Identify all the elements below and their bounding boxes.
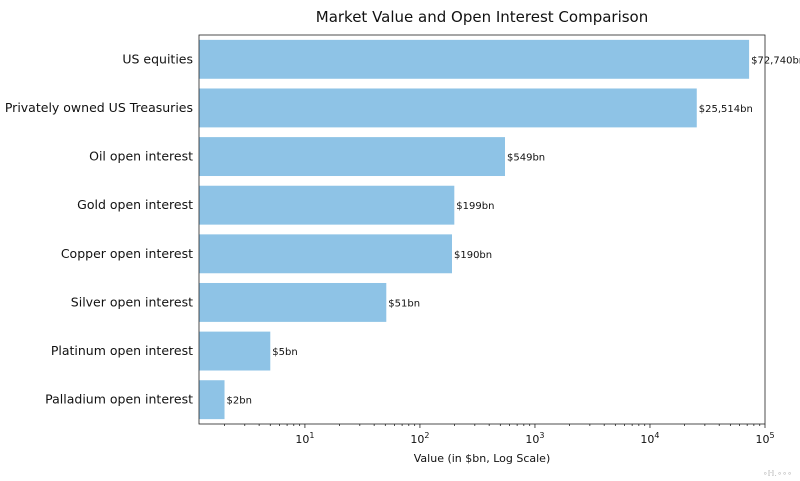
value-label: $190bn xyxy=(454,250,492,261)
value-label: $25,514bn xyxy=(699,104,753,115)
value-label: $72,740bn xyxy=(751,55,800,66)
bar xyxy=(199,137,506,177)
category-label: Platinum open interest xyxy=(51,343,193,358)
x-tick-base: 10 xyxy=(755,433,769,446)
x-tick-label: 104 xyxy=(640,431,659,446)
value-label: $549bn xyxy=(507,153,545,164)
x-tick-exponent: 2 xyxy=(424,431,429,440)
bar xyxy=(199,331,271,371)
category-label: Gold open interest xyxy=(77,197,193,212)
category-label: Copper open interest xyxy=(61,246,193,261)
x-tick-base: 10 xyxy=(410,433,424,446)
category-labels: US equities Privately owned US Treasuries… xyxy=(5,51,193,406)
bar xyxy=(199,234,452,274)
category-label: Silver open interest xyxy=(71,294,193,309)
bar xyxy=(199,282,387,322)
chart-title: Market Value and Open Interest Compariso… xyxy=(316,8,649,26)
bars-group xyxy=(199,39,750,420)
x-tick-label: 101 xyxy=(295,431,314,446)
x-tick-exponent: 4 xyxy=(654,431,659,440)
x-tick-exponent: 3 xyxy=(539,431,544,440)
x-axis-ticks: 101 102 103 104 105 xyxy=(224,424,775,446)
x-tick-exponent: 5 xyxy=(769,431,774,440)
x-tick-base: 10 xyxy=(640,433,654,446)
category-label: Oil open interest xyxy=(89,149,193,164)
x-tick-base: 10 xyxy=(525,433,539,446)
value-label: $199bn xyxy=(456,201,494,212)
value-label: $2bn xyxy=(227,396,252,407)
x-tick-base: 10 xyxy=(295,433,309,446)
category-label: US equities xyxy=(122,51,193,66)
plot-frame xyxy=(198,34,766,425)
x-axis-label: Value (in $bn, Log Scale) xyxy=(414,452,551,465)
watermark: ∘ℍ.∘∘∘ xyxy=(763,469,792,478)
category-label: Privately owned US Treasuries xyxy=(5,100,193,115)
x-tick-label: 105 xyxy=(755,431,774,446)
value-labels: $72,740bn $25,514bn $549bn $199bn $190bn $51b… xyxy=(227,55,800,406)
bar xyxy=(199,185,455,225)
bar xyxy=(199,380,225,420)
bar xyxy=(199,88,697,128)
value-label: $5bn xyxy=(272,347,297,358)
x-tick-label: 102 xyxy=(410,431,429,446)
x-tick-exponent: 1 xyxy=(309,431,314,440)
x-tick-label: 103 xyxy=(525,431,544,446)
bar xyxy=(199,39,750,79)
value-label: $51bn xyxy=(388,298,420,309)
category-label: Palladium open interest xyxy=(45,392,193,407)
